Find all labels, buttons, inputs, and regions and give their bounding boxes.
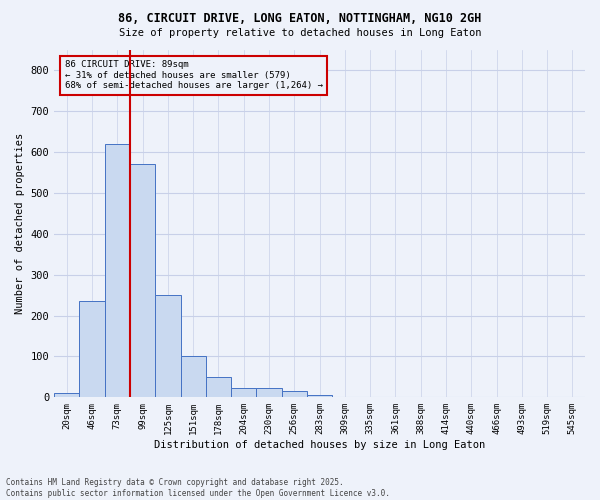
- Text: Size of property relative to detached houses in Long Eaton: Size of property relative to detached ho…: [119, 28, 481, 38]
- Bar: [256, 388, 281, 398]
- Text: 86 CIRCUIT DRIVE: 89sqm
← 31% of detached houses are smaller (579)
68% of semi-d: 86 CIRCUIT DRIVE: 89sqm ← 31% of detache…: [65, 60, 323, 90]
- Bar: [130, 164, 155, 398]
- X-axis label: Distribution of detached houses by size in Long Eaton: Distribution of detached houses by size …: [154, 440, 485, 450]
- Text: Contains HM Land Registry data © Crown copyright and database right 2025.
Contai: Contains HM Land Registry data © Crown c…: [6, 478, 390, 498]
- Y-axis label: Number of detached properties: Number of detached properties: [15, 133, 25, 314]
- Bar: [79, 302, 105, 398]
- Bar: [332, 396, 358, 398]
- Bar: [105, 144, 130, 398]
- Bar: [206, 377, 231, 398]
- Bar: [281, 391, 307, 398]
- Text: 86, CIRCUIT DRIVE, LONG EATON, NOTTINGHAM, NG10 2GH: 86, CIRCUIT DRIVE, LONG EATON, NOTTINGHA…: [118, 12, 482, 26]
- Bar: [181, 356, 206, 398]
- Bar: [231, 388, 256, 398]
- Bar: [54, 393, 79, 398]
- Bar: [155, 295, 181, 398]
- Bar: [307, 396, 332, 398]
